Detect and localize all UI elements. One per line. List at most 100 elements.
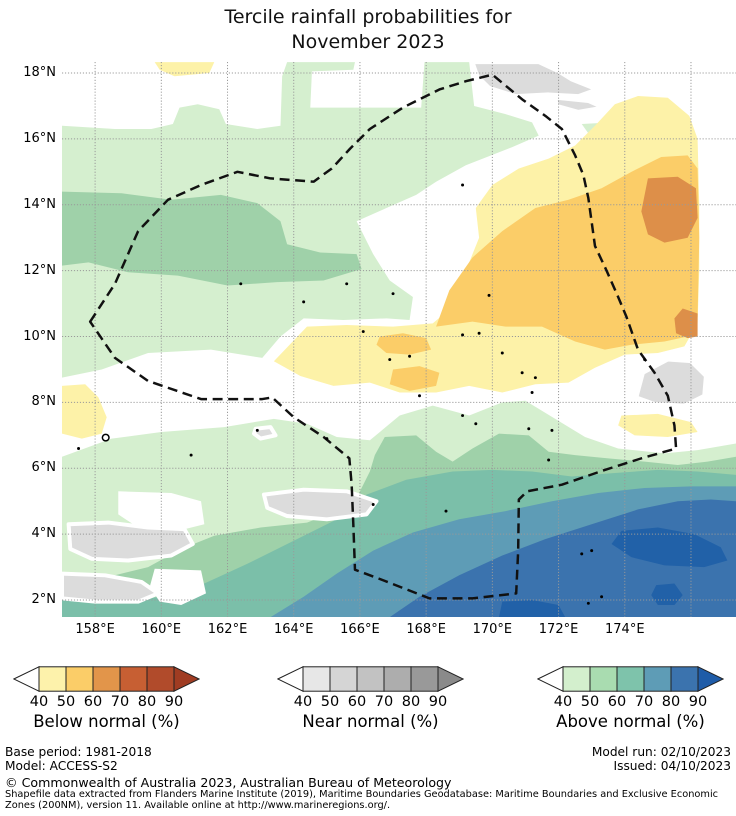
figure-title: Tercile rainfall probabilities for Novem… (0, 5, 736, 55)
model-run-text: Model run: 02/10/2023 (591, 745, 731, 759)
colorbar-tick-value: 60 (607, 694, 627, 710)
island-mark (550, 428, 554, 432)
above-normal-90-blob-bottom (499, 600, 566, 617)
below-normal-40-se-patch (618, 413, 698, 437)
island-mark (325, 437, 329, 441)
island-mark (586, 601, 590, 605)
above-normal-90-blob-east (611, 527, 728, 568)
island-mark (444, 509, 448, 513)
island-mark (461, 183, 465, 187)
lat-tick-label: 12°N (23, 262, 56, 278)
colorbar-segment (643, 666, 672, 692)
island-mark (239, 282, 243, 286)
colorbar-tick-value: 40 (293, 694, 313, 710)
island-mark (520, 371, 524, 375)
lon-tick-label: 168°E (406, 622, 446, 637)
colorbar-tick-value: 40 (553, 694, 573, 710)
colorbar-tick-value: 90 (688, 694, 708, 710)
colorbar-left-arrow (276, 666, 304, 692)
lon-tick-label: 164°E (273, 622, 314, 637)
title-line-2: November 2023 (291, 31, 445, 53)
colorbar-tick-value: 70 (634, 694, 654, 710)
below-normal-40-west-patch (62, 384, 107, 439)
above-normal-90-blob-small (651, 583, 683, 605)
lat-tick-label: 10°N (23, 328, 56, 344)
colorbar-above-normal (536, 666, 725, 692)
eez-boundary-dashed-line (88, 73, 678, 600)
island-mark (408, 354, 412, 358)
lon-tick-label: 166°E (340, 622, 380, 637)
colorbar-tick-value: 40 (29, 694, 49, 710)
below-normal-60-core-east (641, 176, 698, 243)
island-mark (255, 428, 259, 432)
model-text: Model: ACCESS-S2 (5, 759, 118, 773)
colorbar-segment (383, 666, 412, 692)
issued-text: Issued: 04/10/2023 (613, 759, 731, 773)
colorbar-segment (146, 666, 175, 692)
colorbar-tick-value: 70 (374, 694, 394, 710)
colorbar-tick-value: 80 (661, 694, 681, 710)
colorbar-tick-value: 70 (110, 694, 130, 710)
below-normal-40-top-patch (154, 62, 215, 77)
above-normal-50-northwest (62, 191, 362, 286)
colorbar-tick-value: 60 (83, 694, 103, 710)
colorbar-tick-row: 40 50 60 70 80 90 (277, 694, 464, 710)
colorbar-segment (670, 666, 699, 692)
legend-label: Above normal (%) (556, 712, 705, 731)
colorbar-tick-row: 40 50 60 70 80 90 (13, 694, 200, 710)
colorbar-segment (302, 666, 331, 692)
colorbar-tick-value: 50 (320, 694, 340, 710)
tercile-probability-map (62, 62, 736, 617)
colorbar-segment (38, 666, 67, 692)
above-normal-40-north (62, 62, 539, 378)
near-normal-bottom-left-lower (62, 571, 160, 604)
legend-label: Near normal (%) (302, 712, 439, 731)
island-mark (474, 422, 478, 426)
colorbar-right-arrow (697, 666, 725, 692)
near-normal-tiny (252, 425, 278, 441)
island-mark (487, 293, 491, 297)
colorbar-near-normal (276, 666, 465, 692)
shapefile-attribution-text: Shapefile data extracted from Flanders M… (5, 789, 719, 811)
colorbar-tick-value: 60 (347, 694, 367, 710)
island-mark (345, 282, 349, 286)
island-mark (527, 427, 531, 431)
below-normal-50-east (436, 155, 700, 350)
island-mark (461, 414, 465, 418)
colorbar-left-arrow (536, 666, 564, 692)
colorbar-tick-row: 40 50 60 70 80 90 (537, 694, 724, 710)
island-mark (643, 358, 647, 362)
island-mark (418, 394, 422, 398)
lon-tick-label: 172°E (538, 622, 579, 637)
white-hole-bottom-left (149, 568, 207, 605)
below-normal-60-core-southeast (674, 308, 698, 339)
legend-above-normal: 40 50 60 70 80 90 Above normal (%) (536, 666, 725, 738)
base-period-text: Base period: 1981-2018 (5, 745, 152, 759)
colorbar-left-arrow (12, 666, 40, 692)
island-mark (302, 300, 306, 304)
colorbar-tick-value: 90 (164, 694, 184, 710)
colorbar-tick-value: 80 (401, 694, 421, 710)
lat-tick-label: 16°N (23, 130, 56, 146)
island-mark (580, 552, 584, 556)
lon-tick-label: 174°E (605, 622, 645, 637)
legend-near-normal: 40 50 60 70 80 90 Near normal (%) (276, 666, 465, 738)
near-normal-right-mid (634, 357, 708, 408)
colorbar-below-normal (12, 666, 201, 692)
colorbar-segment (65, 666, 94, 692)
island-mark (533, 376, 537, 380)
below-normal-50-core-center-b (389, 366, 440, 391)
colorbar-right-arrow (437, 666, 465, 692)
island-mark (477, 331, 481, 335)
island-mark (590, 549, 594, 553)
colorbar-tick-value: 50 (580, 694, 600, 710)
lon-tick-label: 162°E (207, 622, 248, 637)
colorbar-segment (589, 666, 618, 692)
colorbar-segment (329, 666, 358, 692)
island-mark (388, 358, 392, 362)
near-normal-top-right-wisp (553, 95, 606, 114)
lat-tick-label: 6°N (31, 460, 57, 476)
colorbar-segment (119, 666, 148, 692)
colorbar-tick-value: 90 (428, 694, 448, 710)
colorbar-tick-value: 80 (137, 694, 157, 710)
